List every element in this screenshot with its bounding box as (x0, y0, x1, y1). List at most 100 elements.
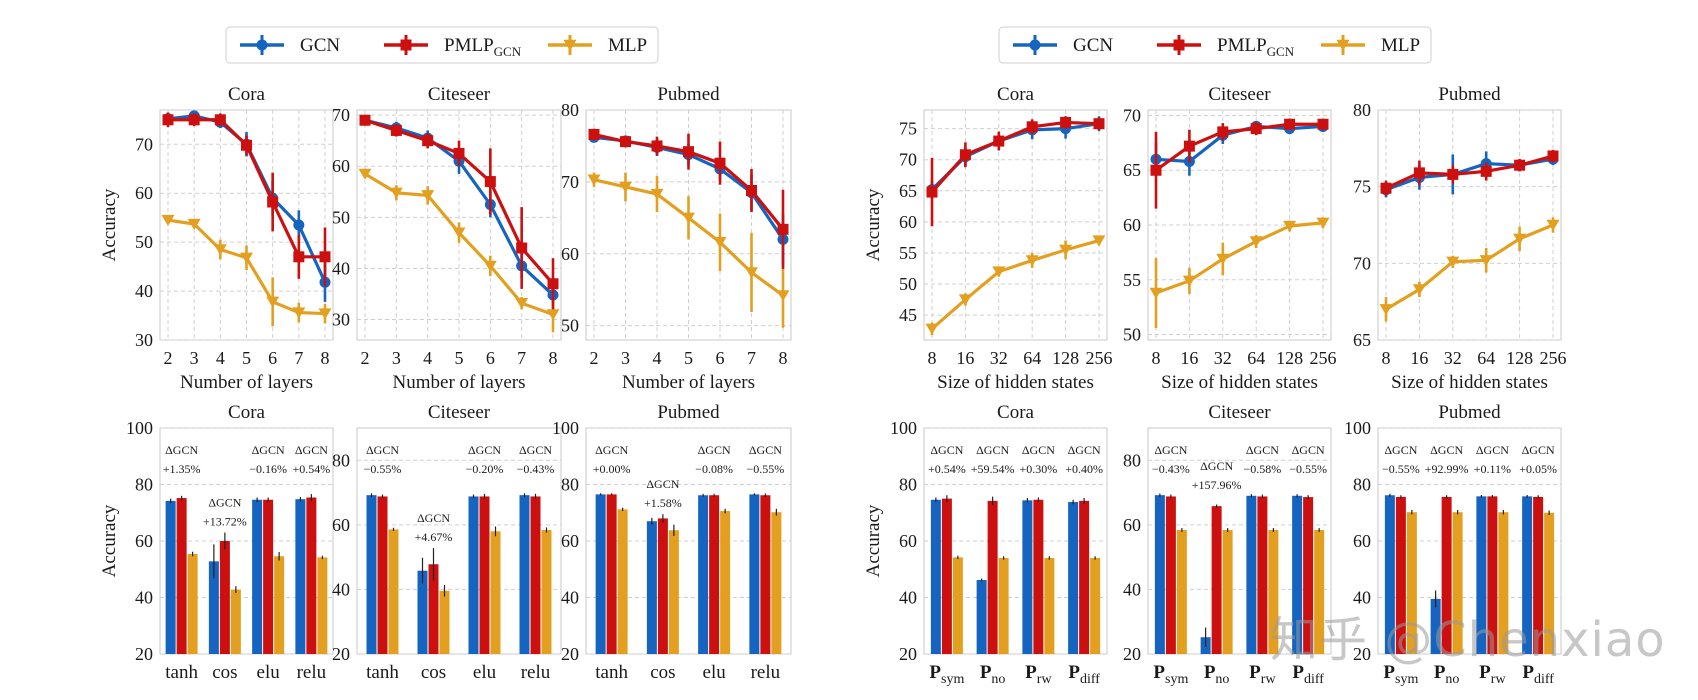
x-tick-label: 8 (928, 348, 937, 368)
data-point-pmlp (714, 157, 726, 169)
delta-gcn-value: −0.58% (1243, 462, 1281, 476)
y-tick-label: 80 (899, 475, 917, 495)
x-tick-label: 4 (423, 348, 432, 368)
bar-mlp (317, 557, 328, 654)
data-point-pmlp (241, 139, 252, 151)
x-axis-label: Number of layers (180, 372, 313, 393)
bar-pmlp (1079, 500, 1090, 654)
y-tick-label: 50 (1123, 325, 1141, 345)
bar-gcn (1246, 495, 1257, 654)
x-tick-label: 6 (486, 348, 495, 368)
bar-gcn (1154, 495, 1165, 654)
y-tick-label: 70 (1353, 253, 1371, 273)
y-tick-label: 40 (332, 258, 350, 278)
y-tick-label: 80 (1353, 475, 1371, 495)
legend-label-mlp: MLP (1381, 35, 1420, 56)
y-tick-label: 45 (899, 305, 917, 325)
bar-pmlp (987, 500, 998, 654)
bar-pmlp (1487, 496, 1498, 654)
y-axis-label: Accuracy (863, 188, 884, 261)
x-tick-label: 256 (1540, 348, 1567, 368)
bar-mlp (1406, 512, 1417, 654)
data-point-pmlp (1380, 182, 1392, 194)
data-point-pmlp (484, 176, 496, 188)
bar-pmlp (263, 499, 274, 654)
legend-marker-gcn (256, 39, 268, 51)
bar-mlp (771, 512, 782, 654)
panel-title: Citeseer (428, 84, 491, 105)
y-tick-label: 100 (1344, 418, 1371, 438)
data-point-mlp (515, 298, 529, 310)
delta-gcn-label: ΔGCN (1430, 443, 1463, 457)
x-tick-label: tanh (366, 662, 399, 683)
x-tick-label: 128 (1052, 348, 1079, 368)
data-point-gcn (293, 219, 305, 231)
y-tick-label: 50 (135, 232, 153, 252)
panel-title: Pubmed (1438, 84, 1501, 105)
bar-mlp (230, 589, 241, 654)
delta-gcn-label: ΔGCN (1200, 459, 1233, 473)
y-tick-label: 60 (561, 244, 579, 264)
data-point-pmlp (683, 146, 694, 158)
bar-mlp (1498, 512, 1509, 654)
delta-gcn-label: ΔGCN (1292, 443, 1325, 457)
data-point-mlp (992, 266, 1006, 278)
y-tick-label: 80 (561, 475, 579, 495)
data-point-pmlp (293, 251, 305, 263)
x-tick-label: Psym (1153, 662, 1188, 687)
x-tick-label: 2 (361, 348, 370, 368)
data-point-mlp (1249, 236, 1263, 248)
data-point-mlp (483, 260, 497, 272)
bar-mlp (274, 556, 285, 654)
bar-gcn (698, 495, 709, 654)
chart-panel-11: Pubmed 20 40 60 80 100 Psym ΔGCN −0.55% Pno ΔGCN +9… (1344, 402, 1562, 687)
bar-gcn (1476, 496, 1487, 654)
chart-panel-3: Cora 45 50 55 60 65 70 75 Accuracy 8 16 32 64 128 256 S… (863, 84, 1113, 393)
data-point-pmlp (1150, 164, 1162, 176)
x-tick-label: 128 (1276, 348, 1303, 368)
x-tick-label: 32 (1444, 348, 1462, 368)
y-tick-label: 60 (561, 531, 579, 551)
bar-gcn (468, 496, 479, 654)
x-axis-label: Number of layers (622, 372, 755, 393)
data-point-mlp (266, 296, 280, 308)
x-tick-label: 6 (268, 348, 277, 368)
x-axis-label: Size of hidden states (1161, 372, 1318, 393)
chart-panel-7: Citeseer 20 40 60 80 tanh ΔGCN −0.55% cos ΔGCN +4.… (332, 402, 562, 683)
data-point-pmlp (1317, 118, 1329, 130)
delta-gcn-value: −0.55% (1382, 462, 1420, 476)
bar-pmlp (1303, 497, 1314, 654)
bar-pmlp (1395, 496, 1406, 654)
delta-gcn-label: ΔGCN (1246, 443, 1279, 457)
chart-panel-10: Citeseer 20 40 60 80 Psym ΔGCN −0.43% Pno ΔGCN +15… (1123, 402, 1332, 687)
y-tick-label: 70 (561, 172, 579, 192)
y-tick-label: 75 (899, 119, 917, 139)
y-tick-label: 60 (332, 156, 350, 176)
data-point-pmlp (547, 278, 559, 290)
data-point-pmlp (1413, 167, 1425, 179)
bar-gcn (208, 561, 219, 654)
delta-gcn-label: ΔGCN (749, 443, 782, 457)
delta-gcn-value: +1.35% (163, 462, 201, 476)
x-tick-label: 128 (1506, 348, 1533, 368)
bar-pmlp (306, 497, 317, 654)
legend-marker-mlp (563, 39, 577, 51)
panel-title: Cora (997, 84, 1035, 105)
x-axis-label: Size of hidden states (937, 372, 1094, 393)
legend-box (998, 26, 1432, 64)
data-point-mlp (240, 252, 253, 264)
bar-mlp (617, 509, 628, 654)
x-tick-label: 256 (1086, 348, 1113, 368)
data-point-pmlp (588, 128, 600, 140)
bar-pmlp (1257, 496, 1268, 654)
bar-mlp (1314, 530, 1325, 654)
bar-pmlp (606, 494, 617, 654)
data-point-mlp (1513, 233, 1527, 245)
bar-pmlp (1533, 496, 1544, 654)
data-point-pmlp (777, 223, 789, 235)
x-tick-label: 32 (990, 348, 1008, 368)
delta-gcn-value: −0.20% (466, 462, 504, 476)
bar-pmlp (709, 495, 720, 654)
data-point-pmlp (214, 114, 226, 126)
